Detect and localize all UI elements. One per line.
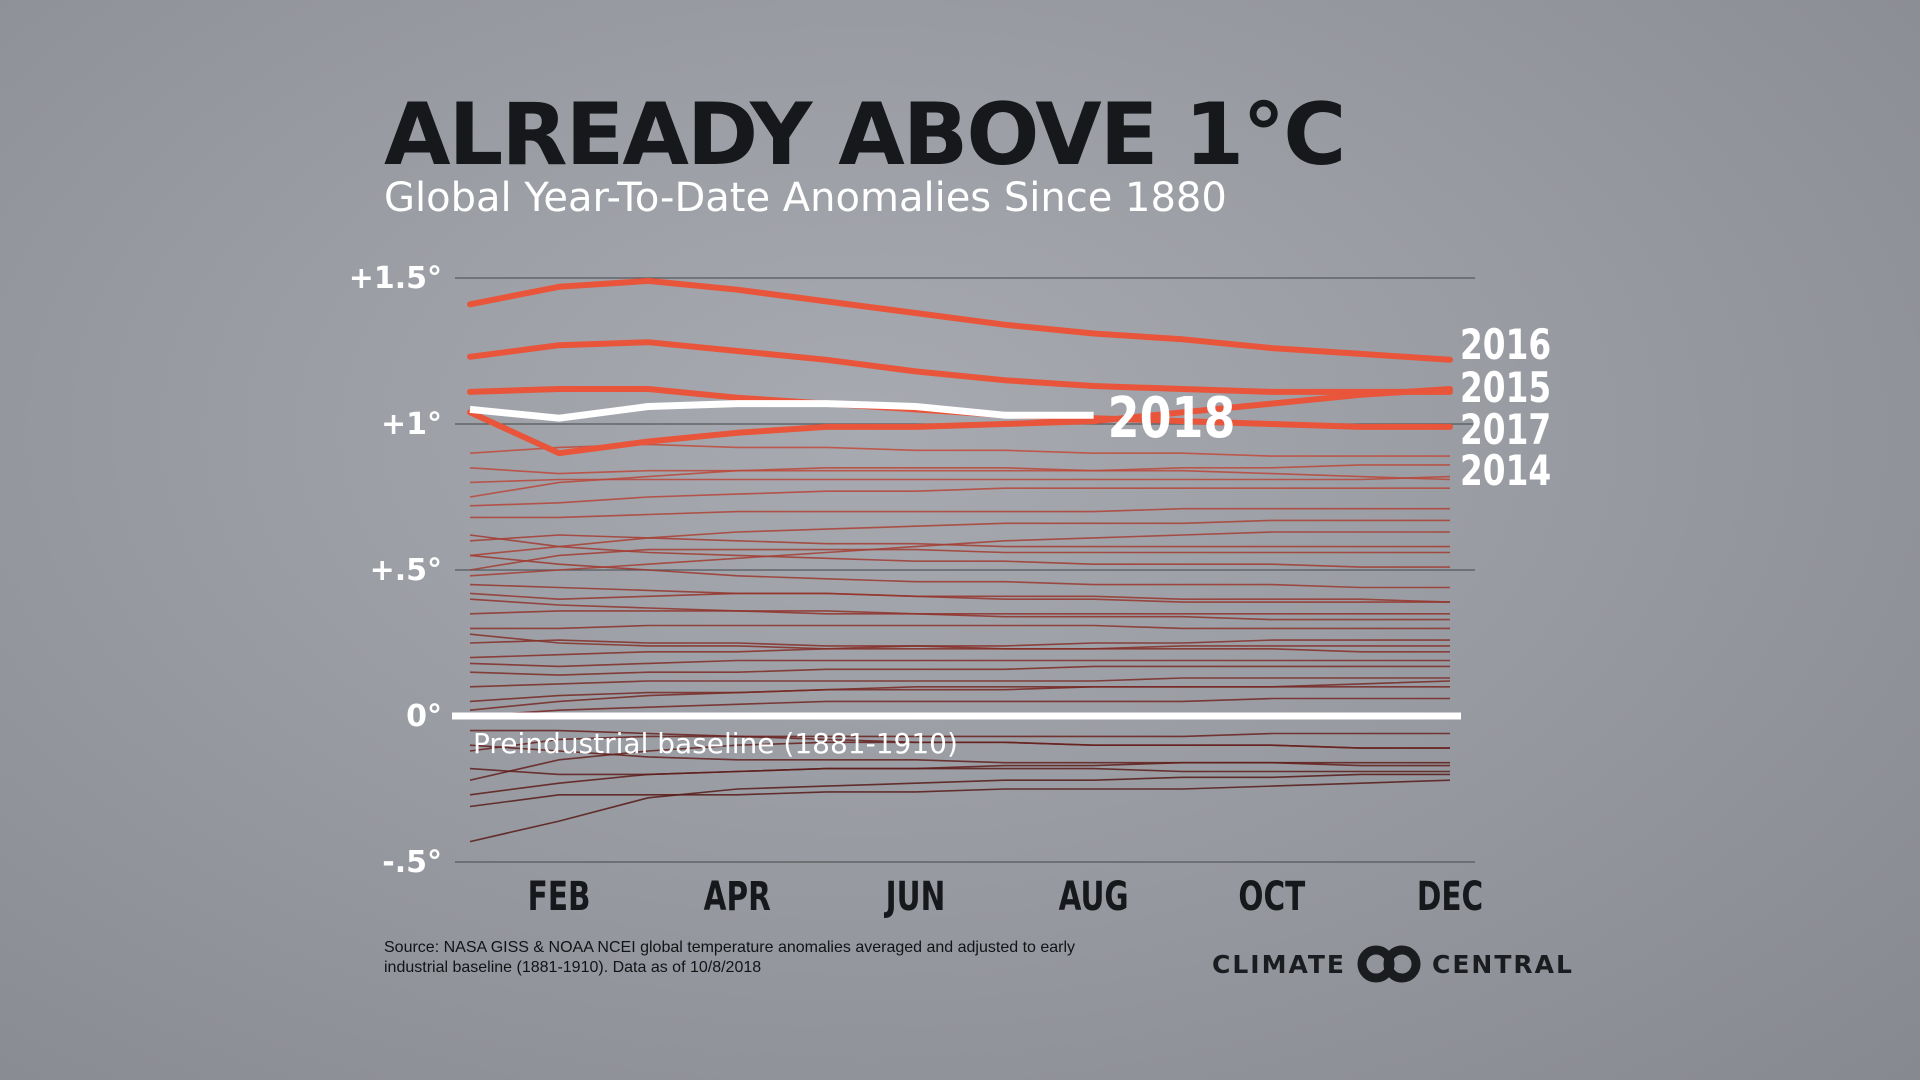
y-tick-label: +1.5° — [349, 261, 442, 296]
historical-line — [469, 779, 1451, 808]
historical-line — [469, 639, 1450, 653]
historical-line — [469, 534, 1450, 548]
historical-line — [469, 554, 1450, 589]
axis-labels: +1.5° +1° +.5° 0° -.5° FEB APR JUN AUG OCT DEC — [349, 261, 1483, 920]
y-tick-label: +.5° — [370, 553, 442, 588]
x-tick-label: APR — [704, 873, 771, 920]
x-tick-label: AUG — [1059, 873, 1129, 920]
historical-line — [469, 773, 1450, 843]
logo-right-text: CENTRAL — [1432, 949, 1574, 979]
historical-line — [470, 507, 1450, 519]
series-label-2018: 2018 — [1108, 386, 1236, 452]
historical-line — [469, 464, 1450, 475]
historical-line — [469, 697, 1450, 717]
historical-line — [469, 659, 1450, 668]
current-year-series: 2018 — [469, 386, 1236, 452]
historical-line — [469, 767, 1450, 796]
historical-line — [469, 639, 1450, 659]
baseline-label: Preindustrial baseline (1881-1910) — [473, 727, 958, 760]
chart-subtitle: Global Year-To-Date Anomalies Since 1880 — [384, 175, 1227, 221]
historical-line — [470, 624, 1450, 630]
historical-line — [469, 677, 1450, 688]
historical-series-lines — [469, 443, 1451, 843]
historical-line — [469, 466, 1451, 498]
source-note: Source: NASA GISS & NOAA NCEI global tem… — [384, 939, 1076, 976]
historical-line — [469, 761, 1450, 776]
historical-line — [469, 519, 1450, 557]
historical-line — [469, 487, 1450, 507]
historical-line — [469, 610, 1450, 615]
historical-line — [469, 534, 1450, 568]
climate-central-logo: CLIMATE CENTRAL — [1212, 944, 1574, 984]
x-tick-label: DEC — [1417, 873, 1483, 920]
y-tick-label: 0° — [406, 699, 442, 734]
historical-line — [469, 732, 1450, 752]
baseline: Preindustrial baseline (1881-1910) — [452, 712, 1461, 760]
series-label-2016: 2016 — [1460, 320, 1551, 369]
historical-line — [469, 665, 1450, 676]
x-tick-label: FEB — [528, 873, 591, 920]
historical-line — [469, 633, 1450, 650]
y-tick-label: -.5° — [382, 845, 442, 880]
historical-line — [469, 531, 1450, 577]
series-label-2014: 2014 — [1460, 446, 1551, 495]
logo-left-text: CLIMATE — [1212, 949, 1346, 979]
chart-title: ALREADY ABOVE 1°C — [384, 85, 1346, 185]
highlighted-series-lines — [467, 277, 1453, 457]
series-label-2015: 2015 — [1460, 363, 1551, 412]
x-tick-label: JUN — [884, 873, 945, 920]
historical-line — [469, 548, 1450, 571]
series-line-2016 — [467, 277, 1453, 363]
historical-line — [469, 592, 1450, 603]
historical-line — [469, 598, 1450, 621]
series-line-2015 — [467, 386, 1453, 457]
series-label-2017: 2017 — [1460, 405, 1551, 454]
series-line-2018 — [469, 400, 1094, 422]
historical-line — [470, 729, 1450, 749]
historical-line — [469, 685, 1450, 711]
series-line-2017 — [467, 339, 1453, 395]
y-tick-label: +1° — [381, 407, 442, 442]
x-tick-label: OCT — [1238, 873, 1305, 920]
climate-central-logo-icon — [1357, 945, 1421, 983]
historical-line — [469, 475, 1451, 484]
historical-line — [469, 583, 1451, 603]
